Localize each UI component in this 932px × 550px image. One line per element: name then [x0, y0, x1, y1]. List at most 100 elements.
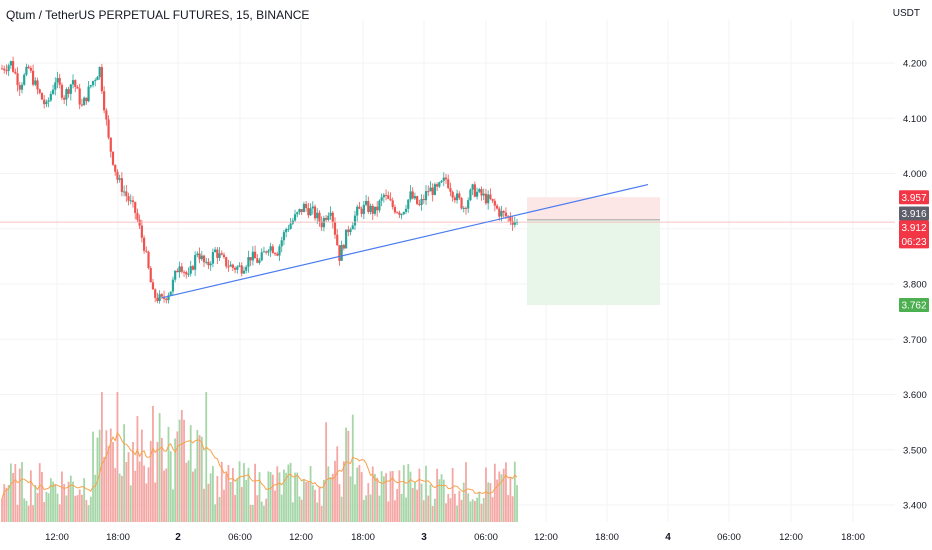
- candle-body: [285, 229, 288, 233]
- candle-body: [36, 80, 39, 90]
- candle-body: [436, 184, 439, 187]
- take-profit-zone[interactable]: [527, 219, 660, 305]
- volume-bar: [429, 484, 432, 522]
- trendline[interactable]: [161, 183, 649, 299]
- volume-bar: [125, 461, 128, 522]
- candle-body: [134, 202, 137, 213]
- candle-body: [313, 206, 317, 219]
- candle-body: [407, 199, 410, 209]
- candle-body: [85, 97, 88, 102]
- candle-body: [136, 212, 139, 220]
- candle-body: [242, 270, 246, 274]
- volume-bar: [56, 493, 59, 522]
- candle-body: [187, 273, 190, 275]
- candle-body: [473, 184, 476, 197]
- candle-body: [251, 251, 254, 261]
- volume-bar: [489, 483, 492, 522]
- volume-bar: [65, 495, 68, 522]
- candle-body: [60, 84, 64, 98]
- candle-body: [393, 207, 397, 213]
- candle-body: [207, 261, 210, 266]
- volume-bar: [316, 502, 319, 522]
- time-tick-label: 3: [421, 532, 427, 543]
- candle-body: [23, 74, 26, 85]
- volume-bar: [36, 493, 39, 522]
- volume-bar: [320, 505, 323, 522]
- candle-body: [54, 82, 57, 90]
- volume-bar: [192, 471, 194, 522]
- volume-bar: [9, 463, 12, 522]
- volume-bar: [1, 498, 3, 522]
- candle-body: [209, 263, 212, 266]
- volume-bar: [229, 481, 232, 522]
- target-badge-text: 3.762: [901, 300, 926, 311]
- volume-bar: [271, 474, 274, 522]
- target-badge: [899, 297, 929, 312]
- time-tick-label: 18:00: [351, 532, 375, 543]
- volume-bar: [358, 465, 361, 522]
- candle-body: [420, 198, 423, 205]
- candle-body: [149, 268, 152, 283]
- volume-bar: [247, 467, 250, 522]
- candle-body: [367, 200, 370, 212]
- volume-bar: [360, 472, 363, 522]
- candle-body: [327, 215, 330, 220]
- last-price-badge-text: 3.912: [901, 223, 926, 234]
- candle-body: [220, 253, 223, 255]
- candle-body: [342, 244, 345, 249]
- candle-body: [480, 189, 483, 196]
- candle-body: [189, 266, 192, 274]
- candle-body: [156, 297, 159, 302]
- volume-bar: [240, 486, 243, 522]
- time-tick-label: 12:00: [45, 532, 69, 543]
- price-axis[interactable]: 4.2004.1004.0003.9003.8003.7003.6003.500…: [903, 59, 927, 512]
- volume-bar: [69, 475, 72, 522]
- overlays[interactable]: [0, 183, 895, 299]
- volume-bar: [418, 468, 421, 522]
- volume-bar: [269, 472, 272, 522]
- volume-bar: [374, 473, 376, 522]
- candle-body: [218, 253, 221, 258]
- candle-body: [198, 253, 201, 260]
- volume-bar: [449, 498, 452, 522]
- candle-body: [165, 298, 168, 301]
- volume-bar: [34, 485, 37, 522]
- volume-bar: [434, 498, 436, 522]
- time-tick-label: 06:00: [228, 532, 252, 543]
- candle-body: [360, 208, 363, 214]
- candle-body: [27, 66, 30, 68]
- candle-body: [498, 208, 501, 217]
- volume-bar: [176, 431, 179, 522]
- volume-bar: [516, 485, 518, 522]
- volume-bar: [445, 503, 447, 522]
- candle-body: [369, 205, 372, 212]
- volume-bar: [5, 487, 8, 522]
- candle-body: [449, 188, 452, 192]
- volume-bar: [209, 473, 212, 522]
- time-tick-label: 2: [175, 532, 181, 543]
- volume-bar: [163, 470, 165, 522]
- candle-body: [298, 209, 301, 213]
- volume-bar: [256, 495, 259, 522]
- candle-body: [340, 244, 343, 261]
- candle-body: [309, 208, 312, 216]
- volume-bar: [296, 472, 299, 522]
- volume-bar: [32, 505, 34, 522]
- volume-bar: [314, 489, 316, 522]
- volume-bar: [351, 414, 354, 522]
- candle-body: [238, 265, 241, 267]
- volume-bar: [505, 462, 507, 522]
- candle-body: [404, 208, 408, 212]
- stop-loss-zone[interactable]: [527, 197, 660, 220]
- volume-bar: [285, 472, 288, 522]
- position-zones[interactable]: [527, 197, 660, 305]
- volume-bar: [116, 392, 119, 522]
- volume-bar: [41, 471, 43, 522]
- candle-body: [331, 212, 334, 223]
- candle-body: [80, 104, 84, 106]
- time-axis[interactable]: 12:00 18:00 2 06:00 12:00 18:00 3 06:00 12:00 18:…: [45, 532, 865, 543]
- price-tick-label: 3.600: [903, 390, 927, 401]
- candle-body: [116, 171, 119, 180]
- candle-body: [336, 234, 339, 246]
